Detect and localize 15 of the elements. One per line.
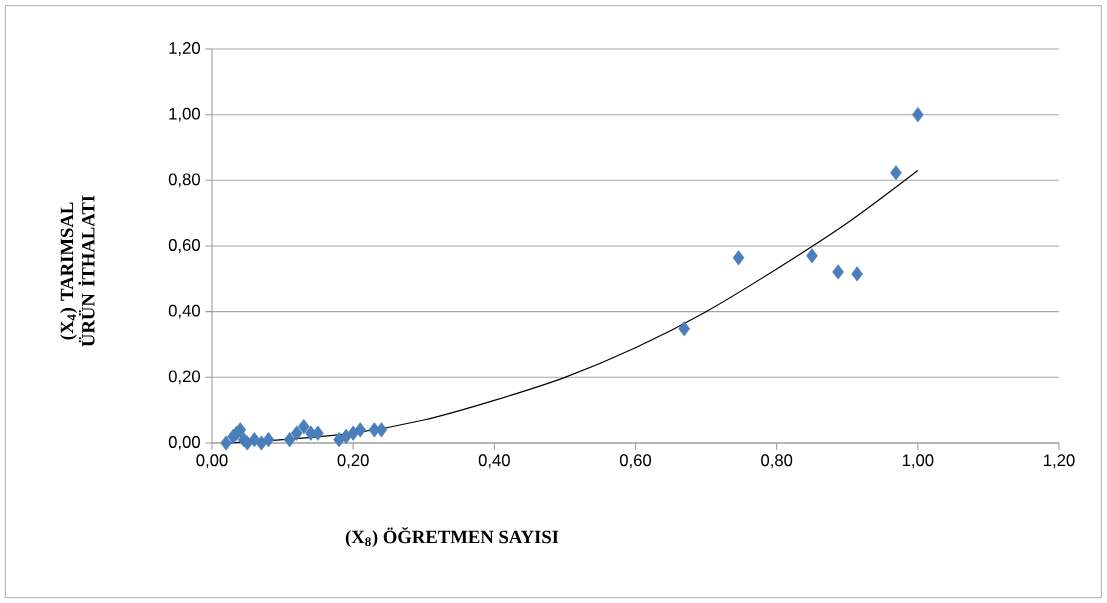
x-tick-label: 0,20 bbox=[337, 454, 369, 469]
x-tick-label: 1,20 bbox=[1044, 454, 1075, 469]
y-tick-label: 0,60 bbox=[168, 239, 200, 253]
y-tick-label: 0,40 bbox=[168, 304, 200, 319]
x-tick-label: 0,00 bbox=[196, 454, 228, 469]
y-tick-label: 1,20 bbox=[169, 42, 200, 56]
y-tick-label: 1,00 bbox=[169, 107, 200, 122]
y-tick-label: 0,00 bbox=[168, 436, 200, 450]
x-tick-label: 0,60 bbox=[619, 454, 652, 469]
x-tick-label: 0,40 bbox=[478, 454, 510, 469]
x-axis-title: (X$_{8}$) ÖĞRETMEN SAYISI bbox=[345, 526, 559, 548]
x-tick-label: 0,80 bbox=[761, 454, 793, 469]
y-tick-label: 0,80 bbox=[168, 173, 200, 188]
y-tick-label: 0,20 bbox=[168, 370, 200, 385]
x-tick-label: 1,00 bbox=[902, 454, 934, 469]
